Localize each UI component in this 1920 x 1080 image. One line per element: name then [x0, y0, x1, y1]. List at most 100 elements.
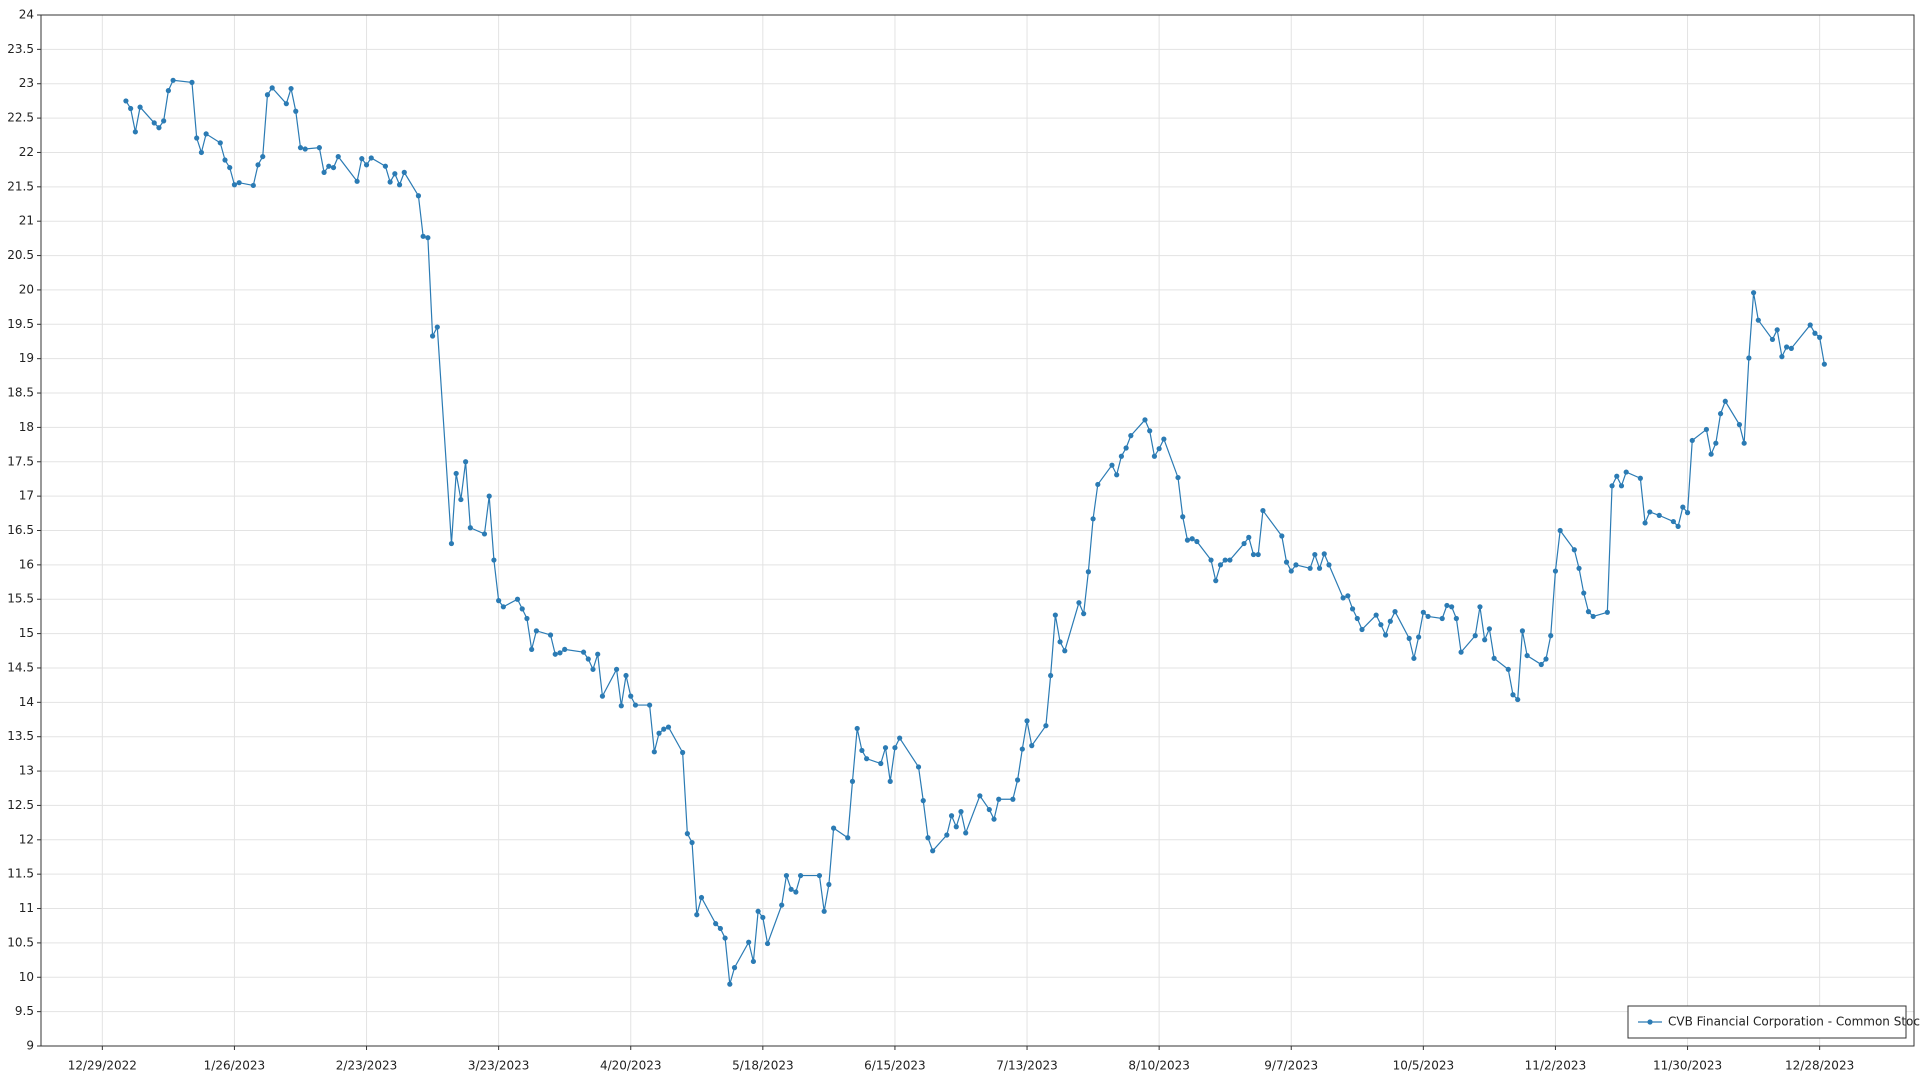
data-point: [1316, 565, 1323, 571]
data-point: [1623, 469, 1629, 475]
y-tick-label: 21.5: [7, 179, 34, 193]
data-point: [156, 125, 162, 131]
data-point: [1340, 595, 1346, 601]
data-point: [1618, 483, 1625, 489]
data-point: [1081, 611, 1087, 617]
data-point: [1472, 633, 1478, 639]
data-point: [500, 604, 506, 610]
data-point: [359, 156, 365, 162]
data-point: [269, 85, 275, 91]
data-point: [1609, 483, 1615, 489]
data-point: [363, 162, 370, 168]
data-point: [1043, 723, 1049, 729]
data-point: [1260, 507, 1266, 514]
data-point: [1288, 568, 1294, 574]
data-point: [1519, 628, 1526, 634]
data-point: [1180, 514, 1186, 520]
data-point: [288, 85, 294, 92]
data-point: [1255, 551, 1261, 558]
data-point: [595, 651, 601, 657]
data-point: [1614, 473, 1620, 479]
data-point: [382, 163, 389, 169]
legend-label: CVB Financial Corporation - Common Stock: [1668, 1015, 1920, 1029]
data-point: [519, 606, 525, 612]
data-point: [1062, 648, 1068, 654]
data-point: [651, 749, 657, 755]
y-tick-label: 15: [19, 626, 34, 640]
data-point: [1713, 440, 1719, 446]
data-point: [557, 650, 563, 656]
data-point: [222, 157, 228, 163]
data-point: [1788, 345, 1794, 351]
data-point: [1382, 632, 1389, 638]
data-point: [632, 702, 639, 708]
data-point: [1227, 557, 1233, 563]
data-point: [283, 101, 289, 107]
data-point: [392, 171, 398, 177]
y-tick-label: 18.5: [7, 386, 34, 400]
data-point: [1151, 453, 1158, 459]
data-point: [1217, 562, 1224, 568]
x-tick-label: 11/30/2023: [1653, 1059, 1722, 1073]
data-point: [429, 333, 436, 339]
y-tick-label: 19.5: [7, 317, 34, 331]
data-point: [189, 79, 195, 85]
plot-frame: [40, 14, 1915, 1047]
data-point: [1373, 612, 1379, 618]
data-point: [665, 724, 672, 730]
data-point: [1015, 777, 1021, 783]
data-point: [1515, 696, 1521, 703]
data-point: [1161, 436, 1167, 442]
data-point: [1736, 422, 1743, 428]
data-point: [1118, 453, 1124, 459]
data-point: [1576, 565, 1582, 571]
y-tick-label: 19: [19, 351, 34, 365]
data-point: [524, 615, 530, 622]
data-point: [1538, 661, 1544, 668]
data-point: [1750, 290, 1757, 296]
data-point: [1637, 475, 1643, 481]
data-point: [1076, 600, 1082, 606]
data-point: [779, 902, 785, 908]
data-point: [194, 135, 200, 141]
data-point: [1392, 609, 1398, 615]
data-point: [986, 806, 992, 813]
y-tick-label: 10.5: [7, 935, 34, 949]
data-point: [529, 646, 535, 653]
data-point: [250, 182, 256, 189]
data-point: [915, 764, 922, 770]
data-point: [1283, 559, 1290, 565]
data-point: [1670, 518, 1676, 525]
data-point: [845, 835, 851, 841]
x-tick-label: 11/2/2023: [1525, 1059, 1587, 1073]
y-tick-label: 21: [19, 214, 34, 228]
data-point: [1543, 656, 1549, 662]
data-point: [1812, 330, 1818, 336]
y-tick-label: 9: [26, 1039, 34, 1053]
data-point: [750, 958, 757, 965]
data-point: [1571, 547, 1577, 553]
y-tick-label: 23: [19, 76, 34, 90]
data-point: [1057, 639, 1063, 645]
data-point: [368, 155, 374, 161]
data-point: [1326, 562, 1332, 568]
data-point: [1647, 509, 1653, 515]
data-point: [944, 832, 950, 838]
data-point: [859, 747, 865, 754]
data-point: [330, 164, 337, 171]
data-point: [1109, 462, 1115, 468]
data-point: [1505, 666, 1511, 672]
data-point: [1491, 655, 1497, 661]
data-point: [297, 145, 304, 151]
data-point: [1411, 655, 1417, 661]
y-tick-label: 20: [19, 282, 34, 296]
data-point: [321, 169, 327, 175]
data-point: [1482, 637, 1488, 643]
data-point: [1246, 534, 1252, 540]
data-point: [628, 693, 634, 699]
x-tick-label: 6/15/2023: [864, 1059, 926, 1073]
data-point: [1147, 428, 1153, 434]
data-point: [878, 760, 884, 767]
data-point: [1307, 565, 1313, 571]
y-tick-label: 16.5: [7, 523, 34, 537]
